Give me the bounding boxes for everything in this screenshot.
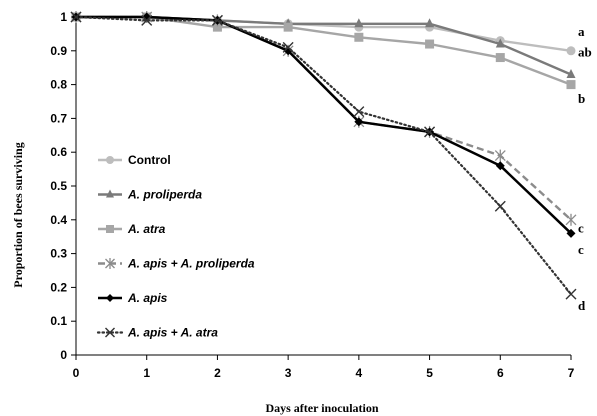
- y-tick-label: 0.4: [50, 213, 67, 227]
- data-point: [106, 294, 114, 302]
- data-point: [495, 38, 505, 48]
- x-tick-label: 3: [285, 366, 292, 380]
- legend-entry: Control: [98, 153, 171, 167]
- data-point: [495, 161, 505, 171]
- data-point: [425, 18, 435, 28]
- data-point: [211, 14, 223, 26]
- x-tick-label: 0: [73, 366, 80, 380]
- significance-label: b: [578, 91, 585, 106]
- significance-label: c: [578, 220, 584, 235]
- data-point: [354, 18, 364, 28]
- data-point: [212, 22, 222, 32]
- y-tick-label: 1: [60, 10, 67, 24]
- y-tick-label: 0.6: [50, 145, 67, 159]
- x-tick-label: 7: [568, 366, 575, 380]
- data-point: [106, 156, 114, 164]
- y-axis-title: Proportion of bees surviving: [11, 142, 25, 287]
- data-point: [354, 32, 364, 42]
- y-tick-label: 0.7: [50, 111, 67, 125]
- data-point: [566, 68, 576, 78]
- data-point: [354, 117, 364, 127]
- x-tick-label: 2: [214, 366, 221, 380]
- legend-entry: A. apis + A. proliperda: [98, 257, 255, 271]
- series-line: [74, 15, 573, 296]
- data-point: [424, 126, 436, 138]
- y-tick-label: 0.2: [50, 280, 67, 294]
- series-line: [76, 15, 572, 235]
- legend-label: A. atra: [127, 222, 166, 236]
- legend-entry: A. atra: [98, 222, 166, 236]
- data-point: [425, 39, 435, 49]
- legend-label: A. apis + A. proliperda: [127, 257, 255, 271]
- data-point: [566, 80, 576, 90]
- legend-label: A. apis + A. atra: [127, 326, 218, 340]
- data-point: [106, 189, 114, 198]
- legend-entry: A. apis: [98, 291, 168, 305]
- legend-label: A. apis: [127, 291, 168, 305]
- plot-series: [70, 11, 577, 300]
- significance-label: a: [578, 24, 585, 39]
- x-tick-label: 5: [426, 366, 433, 380]
- x-tick-label: 1: [143, 366, 150, 380]
- y-tick-label: 0.9: [50, 44, 67, 58]
- data-point: [566, 228, 576, 238]
- data-point: [565, 288, 577, 300]
- x-tick-label: 6: [497, 366, 504, 380]
- legend: Control A. proliperda A. atra A. apis + A. …: [96, 153, 255, 340]
- x-ticks: 0 1 2 3 4 5 6 7: [73, 355, 575, 380]
- y-tick-label: 0: [60, 348, 67, 362]
- significance-label: d: [578, 298, 586, 313]
- data-point: [566, 46, 576, 56]
- data-point: [283, 46, 293, 56]
- legend-label: A. proliperda: [127, 188, 202, 202]
- legend-entry: A. proliperda: [98, 188, 202, 202]
- data-point: [106, 225, 114, 233]
- data-point: [141, 14, 153, 26]
- legend-entry: A. apis + A. atra: [96, 326, 218, 340]
- significance-label: c: [578, 242, 584, 257]
- data-point: [494, 200, 506, 212]
- data-point: [495, 53, 505, 63]
- data-point: [105, 258, 115, 269]
- y-tick-label: 0.1: [50, 314, 67, 328]
- x-tick-label: 4: [356, 366, 363, 380]
- data-point: [105, 327, 115, 338]
- legend-label: Control: [128, 153, 171, 167]
- y-ticks: 0 0.1 0.2 0.3 0.4 0.5 0.6 0.7 0.8 0.9 1: [50, 10, 76, 362]
- data-point: [565, 213, 577, 226]
- data-point: [70, 11, 82, 23]
- y-tick-label: 0.3: [50, 247, 67, 261]
- data-point: [283, 22, 293, 32]
- y-tick-label: 0.8: [50, 78, 67, 92]
- y-tick-label: 0.5: [50, 179, 67, 193]
- data-point: [494, 149, 506, 162]
- data-point: [282, 41, 294, 53]
- series-line: [76, 15, 572, 86]
- annotations: a ab b cc d: [578, 24, 592, 313]
- x-axis-title: Days after inoculation: [265, 401, 378, 415]
- significance-label: ab: [578, 44, 592, 59]
- series-5: [70, 11, 577, 300]
- data-point: [353, 106, 365, 118]
